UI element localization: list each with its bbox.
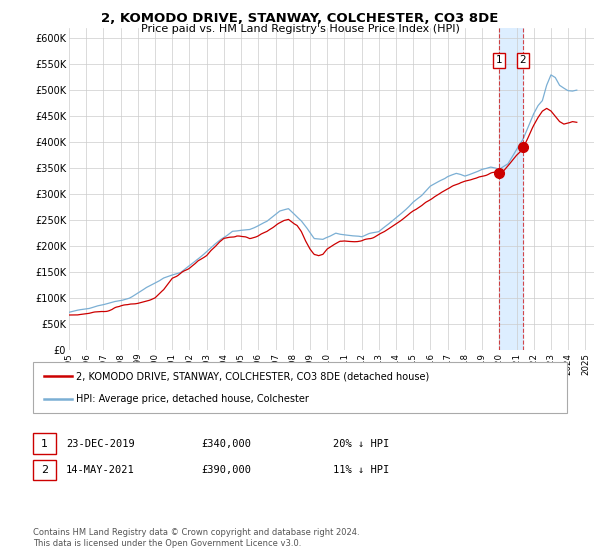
Text: HPI: Average price, detached house, Colchester: HPI: Average price, detached house, Colc…: [76, 394, 309, 404]
Text: 2, KOMODO DRIVE, STANWAY, COLCHESTER, CO3 8DE: 2, KOMODO DRIVE, STANWAY, COLCHESTER, CO…: [101, 12, 499, 25]
Text: 23-DEC-2019: 23-DEC-2019: [66, 438, 135, 449]
Text: 2: 2: [520, 55, 526, 65]
Bar: [499, 28, 523, 350]
Text: 1: 1: [496, 55, 502, 65]
Text: 20% ↓ HPI: 20% ↓ HPI: [333, 438, 389, 449]
Text: 2, KOMODO DRIVE, STANWAY, COLCHESTER, CO3 8DE (detached house): 2, KOMODO DRIVE, STANWAY, COLCHESTER, CO…: [76, 371, 430, 381]
Text: £340,000: £340,000: [201, 438, 251, 449]
Text: 11% ↓ HPI: 11% ↓ HPI: [333, 465, 389, 475]
Text: 1: 1: [41, 438, 48, 449]
Text: £390,000: £390,000: [201, 465, 251, 475]
Text: 2: 2: [41, 465, 48, 475]
Text: Price paid vs. HM Land Registry's House Price Index (HPI): Price paid vs. HM Land Registry's House …: [140, 24, 460, 34]
Text: 14-MAY-2021: 14-MAY-2021: [66, 465, 135, 475]
Text: Contains HM Land Registry data © Crown copyright and database right 2024.
This d: Contains HM Land Registry data © Crown c…: [33, 528, 359, 548]
